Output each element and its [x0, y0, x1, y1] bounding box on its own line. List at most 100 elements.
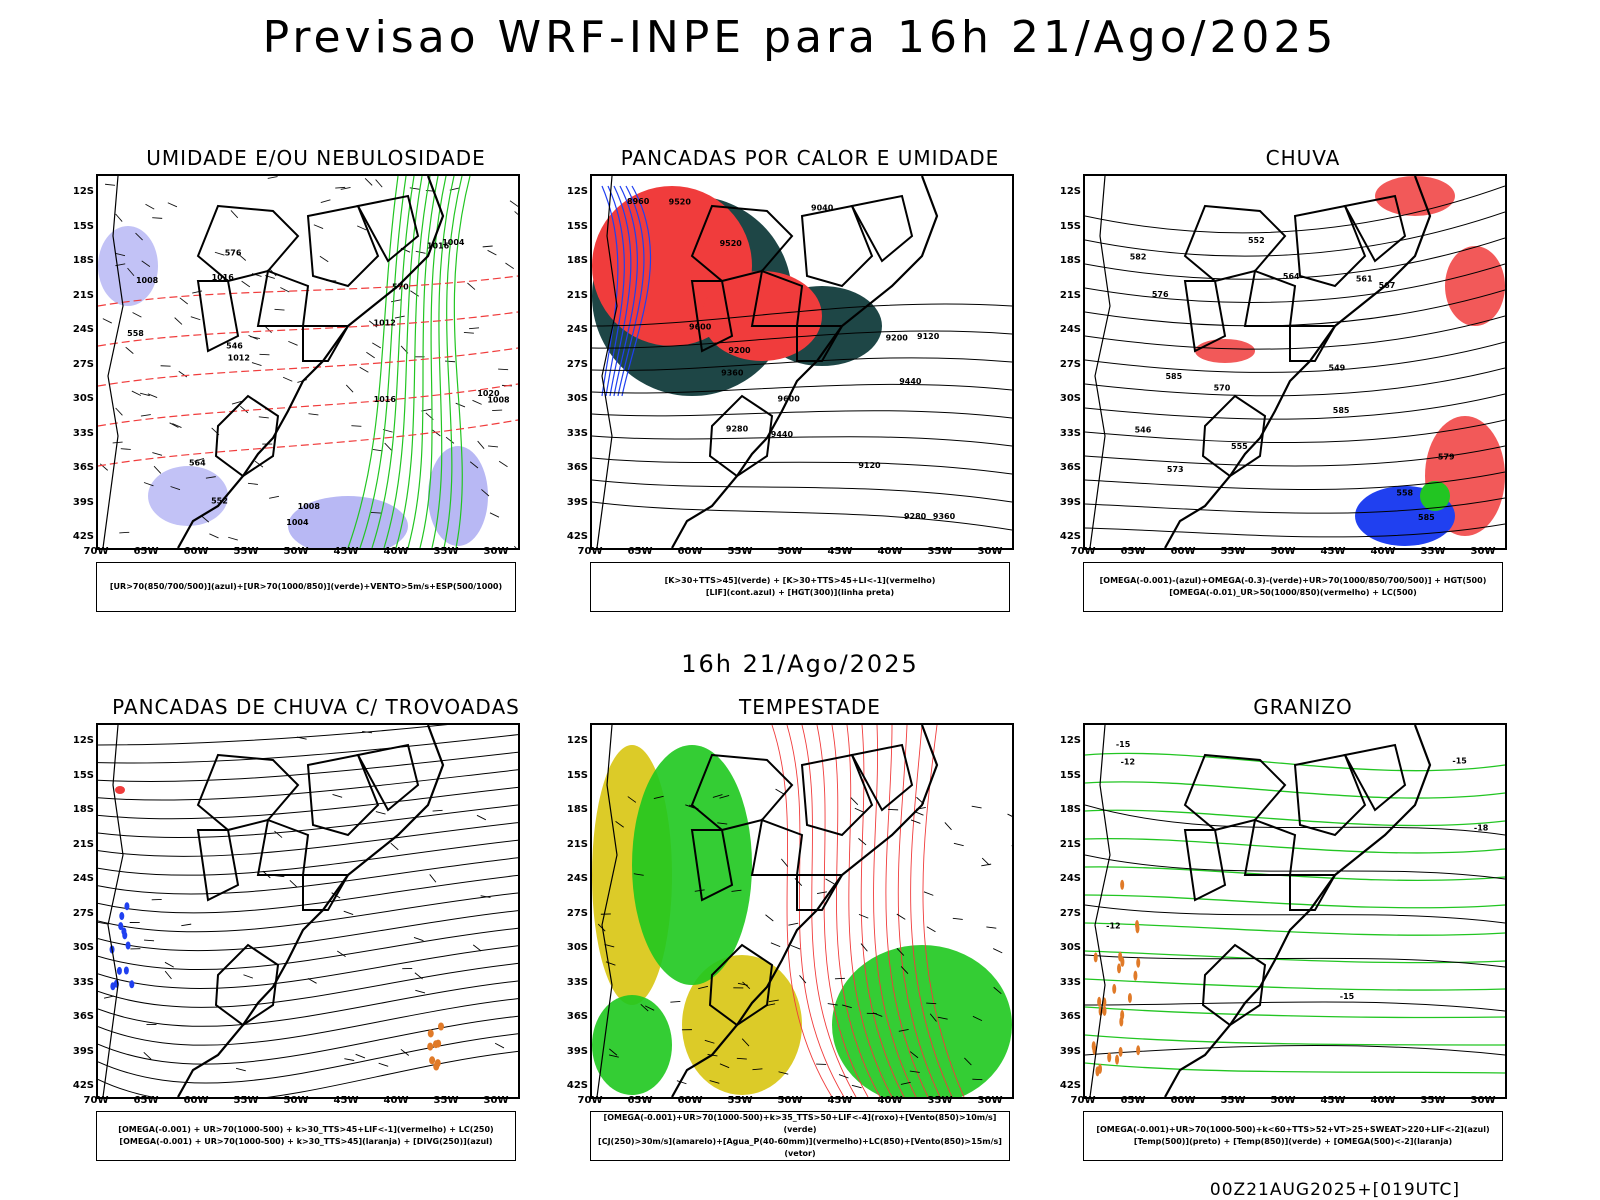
- temp500-contour: [1085, 904, 1505, 924]
- latitude-tick: 18S: [72, 255, 94, 266]
- forecast-map[interactable]: 585 585 585 582 579 576 573 570 567 564 561 558 555 5…: [1083, 174, 1507, 550]
- run-timestamp: 00Z21AUG2025+[019UTC]: [1209, 1180, 1460, 1200]
- wind-vector: [896, 913, 906, 920]
- latitude-tick: 42S: [1059, 531, 1081, 542]
- contour-label: 1008: [298, 502, 321, 511]
- streamline: [910, 725, 953, 1097]
- longitude-tick: 65W: [1120, 546, 1146, 557]
- wind-contour: [431, 176, 455, 548]
- state-border: [796, 325, 844, 362]
- wind-vector: [685, 804, 695, 809]
- wind-vector: [308, 413, 319, 416]
- thunder-spot: [435, 1039, 442, 1048]
- longitude-axis: 70W 65W 60W 55W 50W 45W 40W 35W 30W: [1071, 1095, 1503, 1109]
- wind-vector: [345, 384, 354, 393]
- state-border: [356, 743, 420, 812]
- latitude-axis: 12S 15S 18S 21S 24S 27S 30S 33S 36S 39S 42S: [1049, 723, 1081, 1095]
- wind-vector: [355, 1053, 366, 1059]
- state-border: [196, 280, 240, 353]
- longitude-tick: 70W: [83, 1095, 109, 1106]
- wind-vector: [139, 392, 150, 397]
- wind-vector: [670, 1000, 681, 1003]
- legend-line: [OMEGA(-0.001) + UR>70(1000-500) + k>30_…: [118, 1125, 494, 1134]
- contour-label: 9200: [728, 346, 751, 355]
- wind-vector: [390, 842, 399, 851]
- longitude-tick: 55W: [1220, 546, 1246, 557]
- andes-border: [596, 725, 618, 1097]
- forecast-map[interactable]: [590, 723, 1014, 1099]
- wind-vector: [816, 891, 827, 895]
- rain-area: [1195, 339, 1255, 363]
- wind-contour: [453, 176, 471, 548]
- streamline: [98, 786, 518, 820]
- thickness-contour: [98, 419, 518, 467]
- streamline: [98, 839, 518, 876]
- forecast-map[interactable]: [96, 723, 520, 1099]
- longitude-tick: 30W: [977, 546, 1003, 557]
- wind-vector: [775, 788, 785, 795]
- wind-vector: [235, 1067, 246, 1072]
- contour-label: 9120: [858, 461, 881, 470]
- wind-vector: [477, 440, 485, 449]
- contour-label: 585: [1165, 372, 1182, 381]
- wind-area: [592, 995, 672, 1095]
- latitude-tick: 12S: [566, 735, 588, 746]
- latitude-tick: 39S: [72, 496, 94, 508]
- omega-spot: [1097, 996, 1102, 1007]
- longitude-tick: 70W: [1070, 546, 1096, 557]
- streamline: [98, 980, 518, 1027]
- temp850-contour: [1085, 978, 1505, 991]
- wind-vector: [375, 811, 386, 815]
- forecast-map[interactable]: -12 -15 -12 -15 -18 -15: [1083, 723, 1507, 1099]
- lif-contour: [613, 185, 638, 397]
- contour-label: -15: [1340, 992, 1355, 1001]
- hgt-contour: [1085, 263, 1505, 304]
- andes-border: [1089, 725, 1111, 1097]
- state-border: [800, 204, 874, 288]
- wind-vector: [384, 442, 392, 451]
- streamline: [922, 725, 965, 1097]
- omega-spot: [1127, 992, 1132, 1003]
- wind-vector: [972, 1015, 983, 1022]
- contour-label: 1004: [442, 238, 465, 247]
- longitude-tick: 60W: [677, 546, 703, 557]
- wind-vector: [926, 926, 936, 933]
- state-border: [690, 280, 734, 353]
- wind-vector: [409, 187, 420, 190]
- wind-vector: [972, 1078, 983, 1081]
- latitude-tick: 36S: [1059, 1011, 1081, 1022]
- latitude-tick: 39S: [566, 496, 588, 508]
- wind-vector: [147, 393, 158, 398]
- forecast-map[interactable]: 1008 1016 1012 1008 1016 1004 1016 1012 1004 1008…: [96, 174, 520, 550]
- wind-vector: [608, 1054, 619, 1058]
- wind-vector: [627, 796, 637, 803]
- wind-vector: [205, 476, 216, 479]
- latitude-tick: 24S: [1059, 324, 1081, 335]
- omega-spot: [1115, 1054, 1120, 1065]
- latitude-tick: 15S: [566, 220, 588, 232]
- latitude-tick: 15S: [566, 769, 588, 781]
- panel-pancadas-calor: PANCADAS POR CALOR E UMIDADE 12S 15S 18S 21…: [567, 146, 1030, 626]
- latitude-tick: 21S: [566, 289, 588, 301]
- wind-vector: [790, 944, 801, 950]
- longitude-tick: 40W: [877, 1095, 903, 1106]
- andes-border: [102, 725, 124, 1097]
- wind-vector: [152, 217, 163, 219]
- latitude-tick: 24S: [72, 873, 94, 884]
- streamline: [98, 962, 518, 1008]
- hgt-contour: [1085, 367, 1505, 397]
- latitude-tick: 12S: [1059, 186, 1081, 197]
- forecast-map[interactable]: 9600 9600 9520 9440 9360 9520 9440 9360 9280 9200…: [590, 174, 1014, 550]
- wind-vector: [851, 1084, 862, 1089]
- contour-label: 1016: [374, 395, 397, 404]
- contour-label: 552: [1248, 236, 1265, 245]
- state-border: [750, 818, 804, 876]
- wind-vector: [850, 797, 859, 806]
- wind-contour: [347, 176, 399, 548]
- coastline: [1164, 176, 1432, 548]
- wind-contour: [359, 176, 407, 548]
- humidity-area: [428, 446, 488, 546]
- state-border: [1289, 874, 1337, 911]
- temp850-contour: [1085, 837, 1505, 854]
- legend-line: [CJ(250)>30m/s](amarelo)+[Agua_P(40-60mm…: [598, 1137, 1002, 1158]
